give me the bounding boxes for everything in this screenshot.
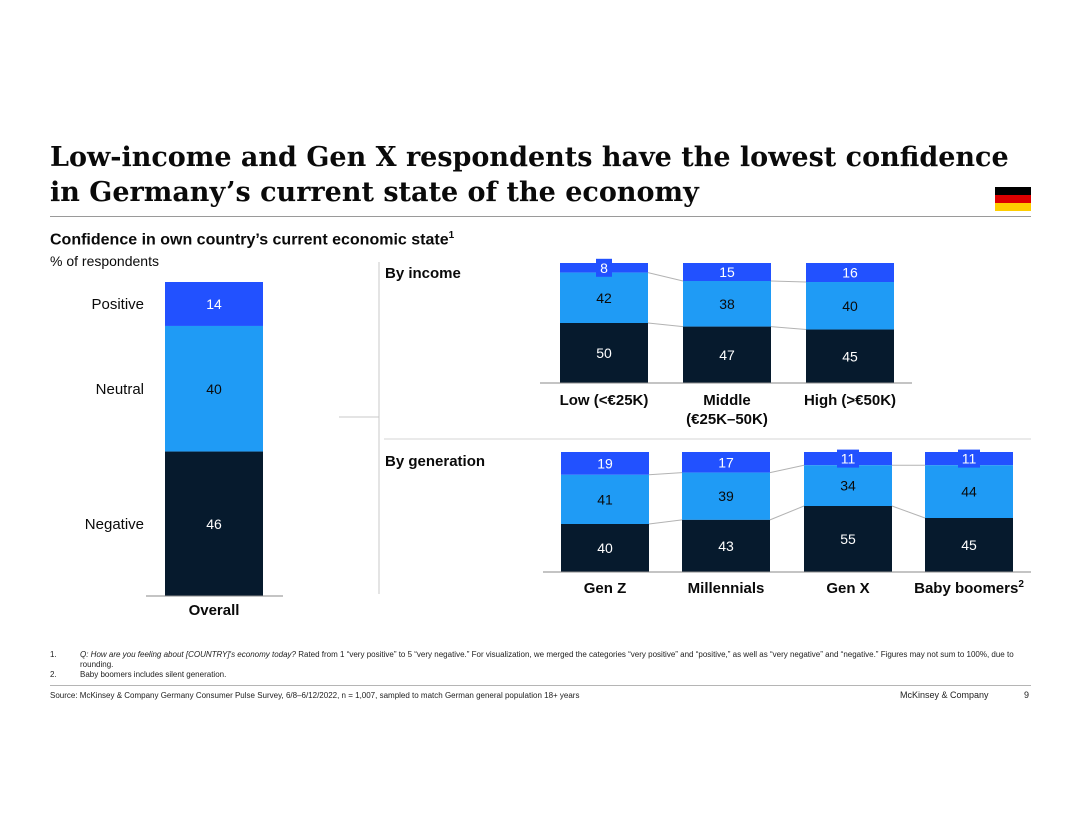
segment-connector: [648, 472, 683, 476]
segment-connector: [647, 322, 684, 328]
value-badge: [958, 449, 980, 468]
bar-gen-x-segment-3: [804, 506, 892, 572]
bar-high-50k-segment-3: [806, 329, 894, 383]
value-label: 8: [600, 260, 608, 276]
value-label: 45: [961, 537, 977, 553]
bar-millennials-segment-2: [682, 472, 770, 520]
overall-bar-segment-2: [165, 325, 263, 452]
bar-gen-x-segment-2: [804, 465, 892, 506]
value-label: 44: [961, 484, 977, 500]
segment-connector: [647, 272, 684, 282]
overall-bar-segment-1: [165, 282, 263, 326]
flag-stripe-red: [995, 195, 1031, 203]
subtitle-footnote-ref: 1: [448, 230, 455, 241]
flag-stripe-gold: [995, 203, 1031, 211]
value-label: 40: [597, 540, 613, 556]
segment-label-neutral: Neutral: [96, 381, 144, 398]
value-label: 11: [962, 451, 977, 467]
value-label: 40: [842, 298, 858, 314]
value-label: 45: [842, 348, 858, 364]
segment-label-positive: Positive: [91, 296, 144, 313]
segment-connector: [648, 519, 683, 525]
flag-stripe-black: [995, 187, 1031, 195]
chart-subtitle: Confidence in own country’s current econ…: [50, 230, 455, 249]
value-label: 16: [842, 265, 858, 281]
category-label-millennials: Millennials: [688, 580, 765, 597]
footnote-1: 1. Q: How are you feeling about [COUNTRY…: [50, 650, 1014, 669]
value-label: 42: [596, 290, 612, 306]
group-title-by-generation: By generation: [385, 453, 485, 470]
source-note: Source: McKinsey & Company Germany Consu…: [50, 691, 580, 700]
value-badge: [837, 449, 859, 468]
segment-connector: [891, 505, 926, 519]
value-label: 55: [840, 531, 856, 547]
unit-label: % of respondents: [50, 253, 159, 269]
stacked-bar-charts: 14 Positive 40 Neutral 46 Negative Overall By i…: [85, 258, 1031, 619]
segment-connector: [769, 505, 805, 521]
value-label: 39: [718, 488, 734, 504]
bar-middle-25k-50k-segment-2: [683, 281, 771, 327]
title-divider: [50, 216, 1031, 217]
overall-bar-segment-3: [165, 451, 263, 596]
overall-value-label: 14: [206, 296, 222, 312]
value-label: 43: [718, 538, 734, 554]
bar-gen-z-segment-2: [561, 474, 649, 524]
page-number: 9: [1024, 690, 1030, 700]
overall-value-label: 40: [206, 381, 222, 397]
value-label: 17: [718, 454, 734, 470]
bar-high-50k-segment-2: [806, 282, 894, 330]
bar-gen-z-segment-1: [561, 452, 649, 475]
value-label: 11: [841, 451, 856, 467]
category-label-middle-25k-50k: Middle: [703, 392, 751, 409]
category-label-high-50k: High (>€50K): [804, 392, 896, 409]
bar-high-50k-segment-1: [806, 263, 894, 283]
footnote-2: 2. Baby boomers includes silent generati…: [50, 670, 227, 679]
category-label-low-25k: Low (<€25K): [560, 392, 649, 409]
category-label-gen-x: Gen X: [826, 580, 869, 597]
value-label: 41: [597, 491, 613, 507]
bar-low-25k-segment-3: [560, 323, 648, 383]
value-label: 38: [719, 296, 735, 312]
segment-connector: [769, 464, 805, 474]
bar-baby-boomers-segment-3: [925, 518, 1013, 572]
bar-millennials-segment-3: [682, 519, 770, 572]
brand-name: McKinsey & Company: [900, 690, 989, 700]
bar-middle-25k-50k-segment-1: [683, 263, 771, 281]
category-label-gen-z: Gen Z: [584, 580, 627, 597]
bar-millennials-segment-1: [682, 452, 770, 473]
value-label: 47: [719, 347, 735, 363]
group-title-by-income: By income: [385, 265, 461, 282]
category-footnote-ref: 2: [1018, 579, 1024, 590]
overall-value-label: 46: [206, 516, 222, 532]
value-label: 34: [840, 478, 856, 494]
value-label: 50: [596, 345, 612, 361]
value-label: 15: [719, 264, 735, 280]
bar-baby-boomers-segment-2: [925, 465, 1013, 518]
footnotes: 1. Q: How are you feeling about [COUNTRY…: [50, 650, 1035, 680]
segment-connector: [770, 280, 807, 283]
germany-flag-icon: [995, 187, 1031, 211]
bar-low-25k-segment-2: [560, 272, 648, 323]
bar-gen-z-segment-3: [561, 524, 649, 572]
bar-middle-25k-50k-segment-3: [683, 326, 771, 383]
category-label-middle-25k-50k: (€25K–50K): [686, 411, 768, 428]
segment-label-negative: Negative: [85, 516, 144, 533]
source-divider: [50, 685, 1031, 686]
page-title: Low-income and Gen X respondents have th…: [50, 142, 1009, 208]
segment-connector: [770, 326, 807, 331]
value-label: 19: [597, 455, 613, 471]
category-label-overall: Overall: [189, 602, 240, 619]
value-badge: [596, 258, 612, 277]
category-label-baby-boomers: Baby boomers2: [914, 579, 1024, 597]
